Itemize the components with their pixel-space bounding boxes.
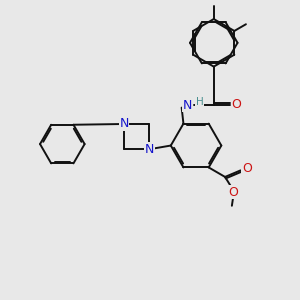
Text: N: N [119, 118, 129, 130]
Text: O: O [242, 162, 252, 175]
Text: O: O [228, 186, 238, 199]
Text: N: N [182, 99, 192, 112]
Text: O: O [232, 98, 242, 111]
Text: N: N [145, 143, 154, 156]
Text: H: H [196, 97, 203, 107]
